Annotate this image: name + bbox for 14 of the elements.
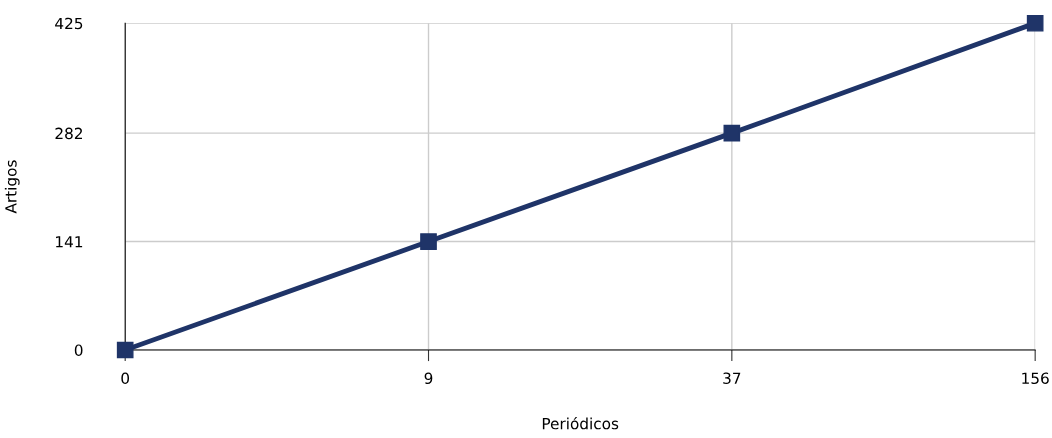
point (723, 124, 741, 142)
y-tick-label: 0 (74, 344, 83, 356)
x-axis-title: Periódicos (542, 416, 619, 430)
y-axis-title: Artigos (4, 160, 20, 214)
x-tick-label: 9 (424, 372, 433, 385)
y-tick-label: 282 (55, 127, 82, 140)
point (420, 233, 437, 250)
point (116, 341, 134, 359)
x-tick-label: 156 (1022, 372, 1049, 385)
x-tick-label: 37 (723, 372, 741, 385)
y-tick-label: 141 (56, 236, 83, 248)
y-tick-label: 425 (55, 17, 83, 30)
x-tick-label: 0 (121, 372, 130, 385)
point (1026, 14, 1044, 32)
